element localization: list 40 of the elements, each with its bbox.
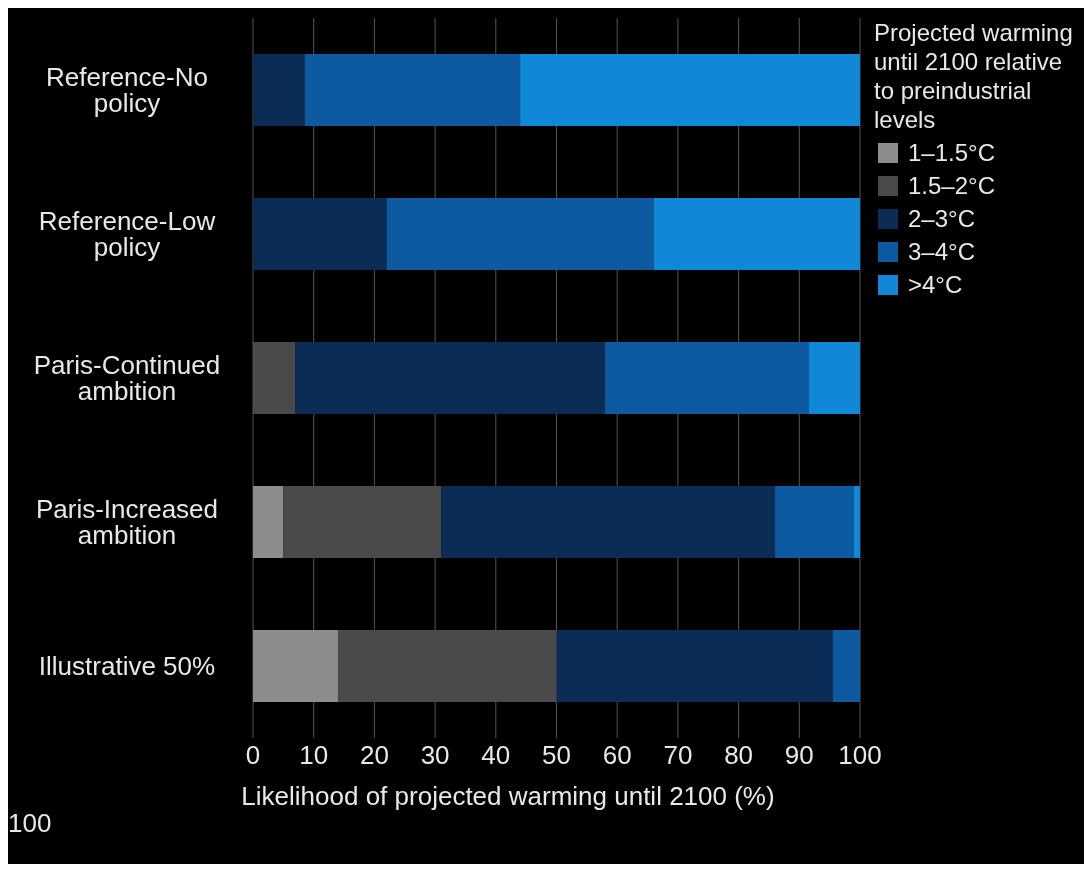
legend-label: 2–3°C <box>908 204 975 233</box>
x-tick-label: 60 <box>602 740 632 771</box>
y-tick-label: Paris-Continued ambition <box>33 350 221 406</box>
x-tick-label: 40 <box>481 740 511 771</box>
x-tick-label: 90 <box>784 740 814 771</box>
x-tick-label: 0 <box>245 740 261 771</box>
x-tick-label: 100 <box>838 740 882 771</box>
x-tick-label: 50 <box>542 740 571 771</box>
bar <box>605 342 809 414</box>
y-tick-label: Reference-No policy <box>46 62 208 118</box>
bar <box>808 342 860 414</box>
bar <box>853 486 860 558</box>
bar <box>832 630 860 702</box>
x-tick-label: 30 <box>420 740 450 771</box>
text: 100 <box>8 808 52 839</box>
bar <box>295 342 606 414</box>
x-tick-label: 80 <box>724 740 754 771</box>
legend-label: 1–1.5°C <box>908 138 995 167</box>
bar <box>441 486 776 558</box>
bar <box>253 630 338 702</box>
y-tick-label: Reference-Low policy <box>38 206 216 262</box>
x-axis-title: Likelihood of projected warming until 2100 (%) <box>240 780 776 812</box>
bar <box>556 630 833 702</box>
legend-label: >4°C <box>908 270 963 299</box>
bar <box>520 54 860 126</box>
bar <box>653 198 860 270</box>
y-tick-label: Paris-Increased ambition <box>35 494 219 550</box>
bar <box>775 486 854 558</box>
x-tick-label: 10 <box>299 740 329 771</box>
bar <box>304 54 521 126</box>
legend-label: 1.5–2°C <box>908 171 995 200</box>
legend-title: Projected warming until 2100 relative to preindustrial levels <box>874 18 1074 134</box>
bar <box>253 198 387 270</box>
legend-label: 3–4°C <box>908 237 975 266</box>
bar <box>386 198 654 270</box>
bar <box>253 54 305 126</box>
x-tick-label: 20 <box>359 740 389 771</box>
x-tick-label: 70 <box>663 740 693 771</box>
bar <box>253 486 284 558</box>
y-tick-label: Illustrative 50% <box>38 651 216 681</box>
